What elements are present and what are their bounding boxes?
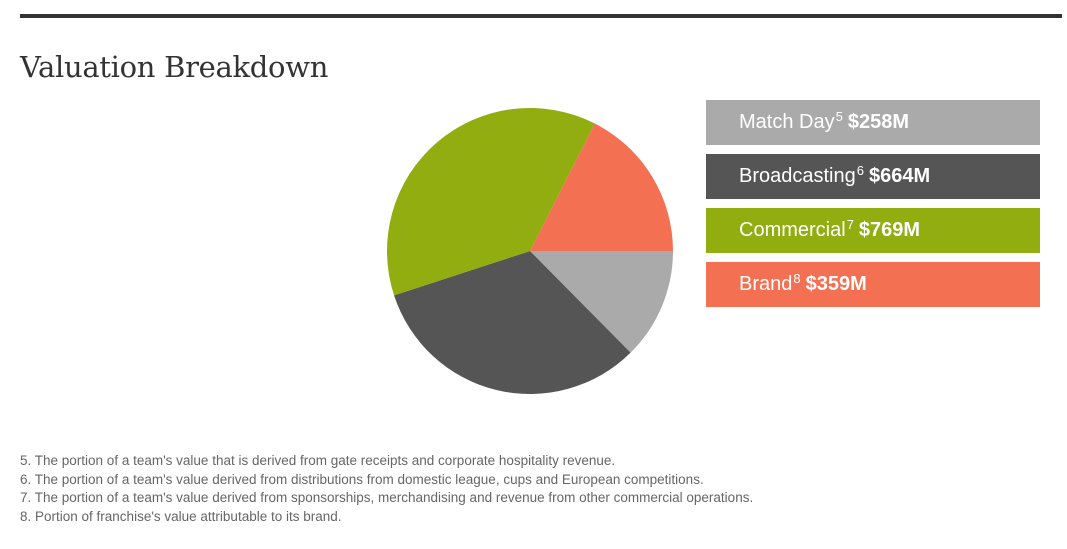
pie-slice-match-day: [530, 251, 673, 353]
legend: Match Day5 $258M Broadcasting6 $664M Comme…: [706, 100, 1040, 316]
legend-label: Brand: [739, 273, 793, 295]
chart-title: Valuation Breakdown: [20, 50, 329, 84]
footnote-ref: 7: [846, 217, 854, 232]
pie-slice-commercial: [387, 107, 595, 296]
legend-item-commercial: Commercial7 $769M: [706, 208, 1040, 253]
legend-label: Match Day: [739, 111, 835, 133]
footnote-ref: 8: [793, 271, 801, 286]
footnote-6: 6. The portion of a team's value derived…: [20, 471, 704, 487]
footnotes: 5. The portion of a team's value that is…: [20, 452, 753, 526]
pie-slice-broadcasting: [394, 251, 631, 394]
legend-value: $769M: [858, 219, 921, 241]
footnote-ref: 5: [835, 109, 843, 124]
pie-chart: [387, 107, 673, 394]
legend-value: $258M: [847, 111, 909, 133]
pie-slice-brand: [530, 123, 673, 251]
legend-label: Commercial: [739, 219, 846, 241]
legend-item-match-day: Match Day5 $258M: [706, 100, 1040, 145]
footnote-8: 8. Portion of franchise's value attribut…: [20, 508, 342, 524]
legend-label: Broadcasting: [739, 165, 856, 187]
footnote-7: 7. The portion of a team's value derived…: [20, 490, 754, 505]
legend-item-brand: Brand8 $359M: [706, 262, 1040, 307]
top-rule: [20, 14, 1062, 18]
footnote-5: 5. The portion of a team's value that is…: [20, 453, 616, 468]
legend-item-broadcasting: Broadcasting6 $664M: [706, 154, 1040, 199]
footnote-ref: 6: [856, 163, 864, 178]
legend-value: $664M: [868, 165, 931, 187]
legend-value: $359M: [805, 273, 867, 295]
